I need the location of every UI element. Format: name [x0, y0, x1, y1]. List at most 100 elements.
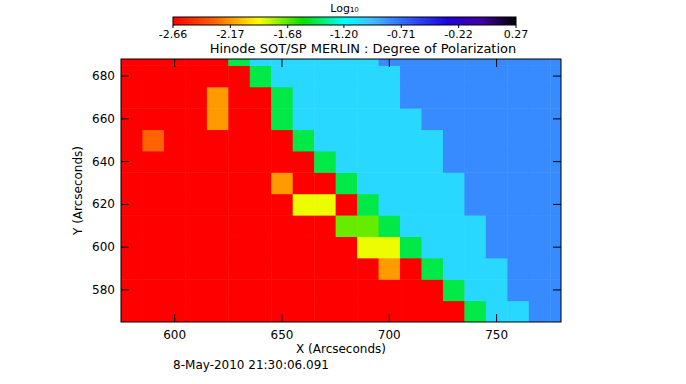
cell [164, 108, 186, 130]
cell [314, 59, 336, 66]
cell [421, 258, 443, 280]
cell [550, 258, 561, 280]
y-tick [121, 118, 129, 119]
cell [443, 151, 465, 173]
x-tick [281, 314, 282, 322]
y-tick-right [553, 204, 561, 205]
cell [121, 87, 143, 109]
cell [550, 215, 561, 237]
cell [464, 59, 486, 66]
cell [507, 151, 529, 173]
y-tick-right [553, 289, 561, 290]
cell [336, 172, 358, 194]
plot-frame [121, 59, 561, 322]
cell [314, 236, 336, 258]
cell [121, 215, 143, 237]
cell [421, 65, 443, 87]
x-tick-label: 650 [271, 328, 294, 342]
cell [293, 279, 315, 301]
cell [250, 215, 272, 237]
cell [293, 258, 315, 280]
cell [529, 258, 551, 280]
cell [464, 258, 486, 280]
colorbar-tick-label: -0.22 [444, 28, 472, 41]
cell [314, 258, 336, 280]
cell [207, 194, 229, 216]
cell [250, 87, 272, 109]
cell [529, 59, 551, 66]
cell [464, 236, 486, 258]
cell [529, 279, 551, 301]
cell [443, 279, 465, 301]
cell [142, 130, 164, 152]
cell [250, 151, 272, 173]
y-tick-label: 600 [92, 240, 115, 254]
cell [228, 130, 250, 152]
cell [250, 279, 272, 301]
cell [314, 108, 336, 130]
y-tick [121, 247, 129, 248]
cell [314, 172, 336, 194]
cell [185, 215, 207, 237]
cell [271, 279, 293, 301]
y-tick-right [553, 76, 561, 77]
cell [550, 130, 561, 152]
cell [486, 87, 508, 109]
cell [379, 215, 401, 237]
cell [400, 236, 422, 258]
cell [207, 301, 229, 322]
cell [486, 215, 508, 237]
cell [336, 65, 358, 87]
cell [142, 87, 164, 109]
cell [185, 236, 207, 258]
cell [164, 194, 186, 216]
cell [293, 301, 315, 322]
cell [207, 236, 229, 258]
cell [185, 151, 207, 173]
cell [379, 172, 401, 194]
colorbar-tick-label: -1.68 [273, 28, 301, 41]
y-tick [121, 289, 129, 290]
cells [121, 59, 561, 322]
cell [550, 108, 561, 130]
cell [271, 108, 293, 130]
cell [336, 87, 358, 109]
cell [228, 151, 250, 173]
cell [464, 279, 486, 301]
cell [486, 151, 508, 173]
cell [336, 194, 358, 216]
cell [185, 59, 207, 66]
cell [464, 87, 486, 109]
cell [550, 151, 561, 173]
cell [379, 65, 401, 87]
cell [164, 301, 186, 322]
cell [379, 108, 401, 130]
cell [185, 87, 207, 109]
cell [550, 279, 561, 301]
cell [379, 258, 401, 280]
cell [293, 65, 315, 87]
cell [443, 258, 465, 280]
cell [142, 258, 164, 280]
cell [207, 215, 229, 237]
y-axis-label: Y (Arcseconds) [71, 146, 85, 236]
cell [207, 258, 229, 280]
cell [185, 301, 207, 322]
cell [250, 172, 272, 194]
background [0, 0, 686, 384]
cell [507, 108, 529, 130]
cell [421, 130, 443, 152]
chart: 600650700750580600620640660680X (Arcseco… [0, 0, 686, 384]
cell [529, 215, 551, 237]
x-axis-label: X (Arcseconds) [296, 342, 386, 356]
cell [400, 59, 422, 66]
cell [550, 87, 561, 109]
title: Hinode SOT/SP MERLIN : Degree of Polariz… [210, 41, 517, 56]
cell [207, 108, 229, 130]
cell [464, 108, 486, 130]
cell [121, 279, 143, 301]
cell [529, 236, 551, 258]
cell [464, 194, 486, 216]
cell [293, 87, 315, 109]
cell [529, 87, 551, 109]
